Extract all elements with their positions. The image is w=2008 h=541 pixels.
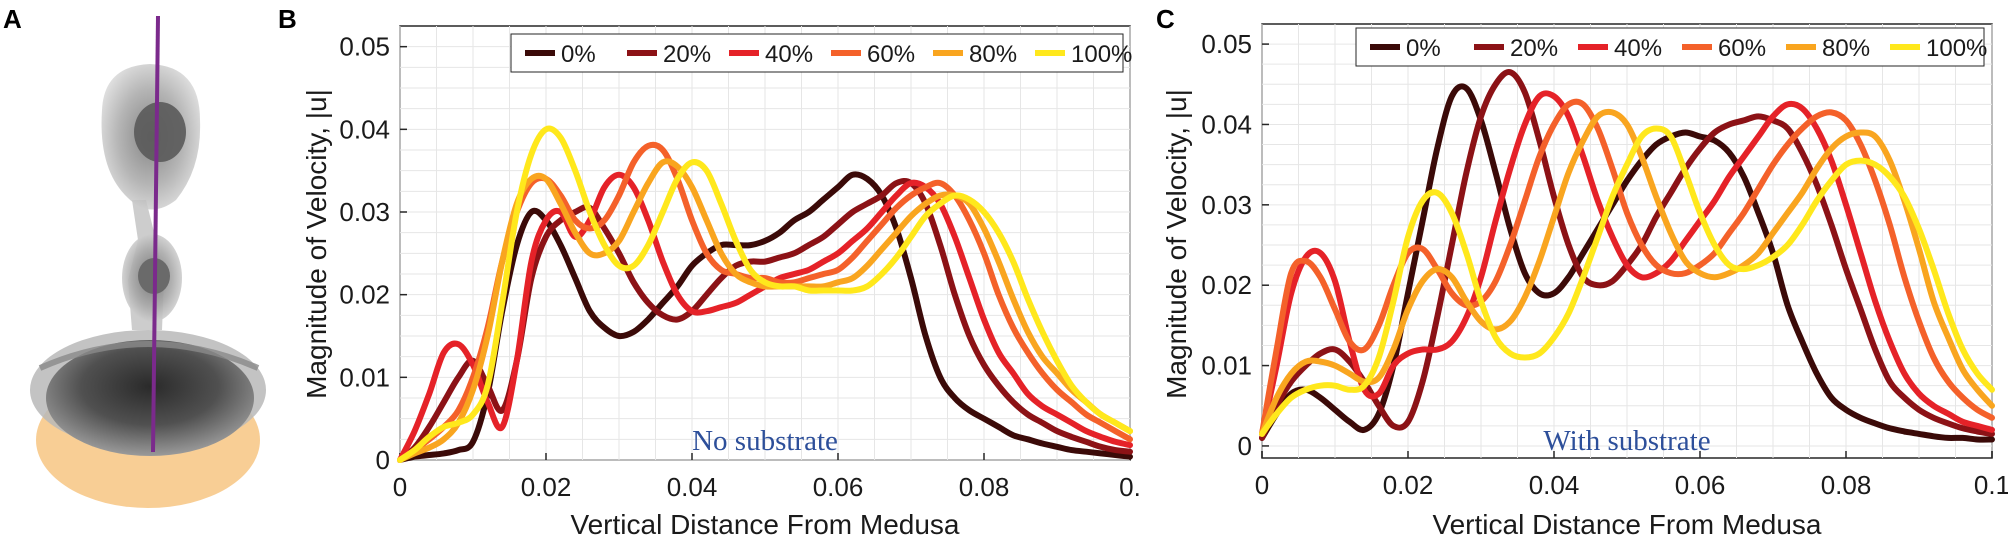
chart-with-substrate: 0 0.02 0.04 0.06 0.08 0.1 0 0.01 0.02 0.03 0.04 0.… [1161, 23, 2008, 540]
y-tick-label: 0.03 [1201, 190, 1252, 220]
legend-label: 60% [1718, 35, 1766, 62]
x-ticks: 0 0.02 0.04 0.06 0.08 0.1 [1255, 451, 2008, 500]
legend: 0% 20% 40% 60% 80% 100% [1355, 27, 1987, 67]
y-tick-label: 0.01 [339, 362, 390, 392]
y-axis-label: Magnitude of Velocity, |u| [1161, 89, 1192, 399]
legend-label: 60% [867, 41, 915, 68]
x-tick-label: 0.08 [1821, 470, 1872, 500]
y-tick-label: 0 [1238, 431, 1252, 461]
legend-label: 20% [663, 41, 711, 68]
panel-label-a: A [3, 4, 22, 34]
legend-box [1355, 27, 1985, 67]
x-tick-label: 0. [1119, 472, 1141, 502]
vortex-ring-core-upper [134, 102, 186, 162]
legend-label: 100% [1926, 35, 1987, 62]
series-line-0pct [397, 171, 1133, 463]
x-tick-label: 0.08 [959, 472, 1010, 502]
series-lines [1259, 69, 1995, 443]
series-line-100pct [1259, 125, 1995, 437]
legend-label: 0% [1406, 35, 1441, 62]
legend-label: 20% [1510, 35, 1558, 62]
x-tick-label: 0 [393, 472, 407, 502]
panel-label-c: C [1156, 4, 1175, 34]
x-tick-label: 0.04 [1529, 470, 1580, 500]
x-axis-label: Vertical Distance From Medusa [570, 509, 959, 540]
x-tick-label: 0.06 [813, 472, 864, 502]
y-tick-label: 0 [376, 445, 390, 475]
x-tick-label: 0.06 [1675, 470, 1726, 500]
legend-box [510, 33, 1124, 73]
legend-label: 80% [1822, 35, 1870, 62]
sampling-line [151, 15, 160, 453]
legend-label: 100% [1071, 41, 1132, 68]
x-tick-label: 0.04 [667, 472, 718, 502]
y-tick-label: 0.02 [339, 280, 390, 310]
series-line-60pct [1259, 98, 1995, 437]
y-tick-label: 0.04 [339, 114, 390, 144]
legend-label: 40% [765, 41, 813, 68]
legend-label: 40% [1614, 35, 1662, 62]
y-tick-label: 0.04 [1201, 109, 1252, 139]
medusa-3d-render [30, 15, 266, 508]
y-ticks: 0 0.01 0.02 0.03 0.04 0.05 [1201, 29, 1269, 461]
annotation-no-substrate: No substrate [692, 425, 838, 457]
series-line-100pct [397, 125, 1133, 463]
bell-rim [38, 341, 260, 371]
y-ticks: 0 0.01 0.02 0.03 0.04 0.05 [339, 32, 407, 475]
y-tick-label: 0.03 [339, 197, 390, 227]
y-tick-label: 0.02 [1201, 270, 1252, 300]
legend-label: 80% [969, 41, 1017, 68]
panel-label-b: B [278, 4, 297, 34]
y-tick-label: 0.01 [1201, 351, 1252, 381]
x-tick-label: 0.1 [1974, 470, 2008, 500]
x-axis-label: Vertical Distance From Medusa [1432, 509, 1821, 540]
series-line-0pct [1259, 83, 1995, 443]
x-tick-label: 0 [1255, 470, 1269, 500]
series-line-80pct [1259, 108, 1995, 437]
x-ticks: 0 0.02 0.04 0.06 0.08 0. [393, 453, 1141, 502]
y-tick-label: 0.05 [1201, 29, 1252, 59]
annotation-with-substrate: With substrate [1543, 425, 1710, 457]
chart-no-substrate: 0 0.02 0.04 0.06 0.08 0. 0 0.01 0.02 0.03 0.04 0.0… [301, 25, 1141, 540]
legend-label: 0% [561, 41, 596, 68]
x-tick-label: 0.02 [521, 472, 572, 502]
bell-inner [46, 340, 254, 456]
y-axis-label: Magnitude of Velocity, |u| [301, 89, 332, 399]
x-tick-label: 0.02 [1383, 470, 1434, 500]
series-line-40pct [1259, 90, 1995, 437]
series-lines [397, 125, 1133, 463]
y-tick-label: 0.05 [339, 32, 390, 62]
legend: 0% 20% 40% 60% 80% 100% [510, 33, 1132, 73]
